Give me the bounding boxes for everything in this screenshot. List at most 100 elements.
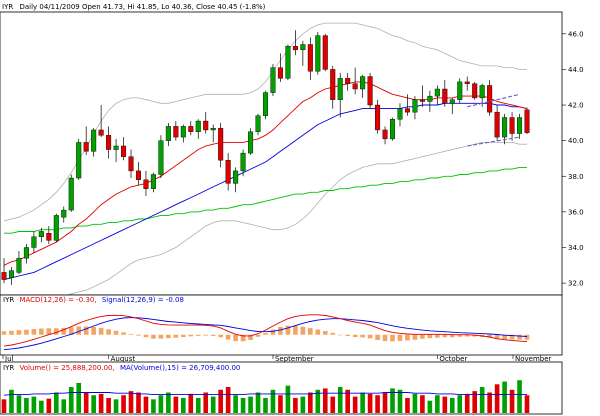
volume-bar: [487, 392, 492, 413]
volume-bar: [158, 395, 164, 413]
candle-body: [150, 174, 156, 189]
candle: [494, 105, 500, 141]
macd-hist-bar: [322, 331, 328, 335]
macd-hist-bar: [509, 334, 515, 340]
volume-bar: [293, 397, 298, 413]
macd-hist-bar: [255, 334, 261, 337]
candle-body: [434, 88, 440, 97]
macd-hist-bar: [285, 325, 291, 335]
candle: [233, 167, 239, 193]
candle: [292, 30, 298, 56]
candle-body: [292, 46, 298, 51]
macd-hist-bar: [113, 330, 119, 335]
volume-bar: [83, 392, 89, 413]
macd-hist-bar: [345, 334, 351, 337]
signal-line: [3, 317, 528, 351]
volume-ma: [3, 392, 527, 396]
macd-hist-bar: [16, 330, 22, 335]
macd-hist-bar: [91, 326, 96, 335]
candle: [113, 138, 119, 163]
volume-ma-line: [3, 392, 527, 396]
candle-body: [188, 126, 194, 132]
price-y-axis: 32.0 34.0 36.0 38.0 40.0 42.0 44.0 46.0: [562, 30, 584, 288]
candle: [404, 94, 410, 116]
volume-bar: [31, 396, 37, 413]
candle-body: [233, 170, 239, 184]
candle-body: [113, 145, 119, 150]
candle: [449, 97, 455, 114]
candle-body: [8, 270, 14, 278]
candle-body: [68, 177, 74, 211]
volume-bar: [263, 397, 268, 413]
candle-body: [472, 83, 478, 99]
candle-body: [337, 78, 343, 100]
macd-hist-bar: [270, 329, 276, 335]
candle: [307, 37, 313, 81]
candle: [135, 162, 142, 186]
volume-legend-ma: MA(Volume(),15) = 26,709,400.00: [120, 364, 240, 372]
macd-hist-bar: [203, 334, 209, 336]
volume-bar: [61, 399, 67, 413]
volume-bar: [225, 387, 231, 413]
candle-body: [389, 119, 396, 140]
price-y-tick-label: 40.0: [568, 137, 584, 145]
macd-hist-bar: [382, 334, 388, 342]
candle-body: [135, 170, 142, 181]
volume-bar: [121, 395, 126, 413]
candle: [412, 96, 418, 120]
price-y-tick-label: 38.0: [568, 173, 584, 181]
candle: [517, 113, 523, 139]
ma-mid-line: [3, 102, 528, 280]
candle: [76, 138, 82, 180]
candle: [270, 64, 276, 97]
candle-body: [487, 85, 493, 113]
volume-bar: [330, 396, 336, 413]
date-tick-label: Jul: [4, 355, 14, 363]
macd-hist-bar: [449, 334, 455, 338]
macd-hist-bar: [397, 334, 403, 341]
volume-bar: [195, 397, 201, 413]
candle-body: [524, 109, 530, 133]
macd-hist-bar: [405, 334, 410, 341]
volume-bars: [1, 380, 530, 413]
candle: [472, 81, 478, 100]
candle: [158, 135, 164, 179]
macd-hist-bar: [502, 334, 507, 340]
candle: [23, 243, 29, 264]
candle-body: [360, 76, 366, 90]
candle-body: [307, 44, 313, 72]
macd-hist-bar: [375, 334, 380, 340]
macd-hist-bar: [180, 334, 186, 337]
candle: [262, 90, 269, 120]
volume-bar: [128, 391, 134, 413]
candle-body: [517, 117, 523, 134]
macd-legend: IYR MACD(12,26) = -0.30, Signal(12,26,9)…: [3, 296, 184, 304]
macd-hist-bar: [151, 334, 156, 339]
candle-body: [315, 35, 321, 72]
macd-hist-bar: [24, 329, 29, 335]
volume-bar: [360, 392, 365, 413]
volume-legend-vol: Volume() = 25,888,200.00,: [19, 364, 114, 372]
candle-body: [210, 127, 216, 131]
candle-body: [419, 99, 425, 102]
candle-body: [509, 117, 515, 134]
volume-bar: [46, 398, 52, 413]
macd-hist-bar: [494, 334, 500, 340]
candle-body: [442, 88, 448, 104]
candle: [524, 107, 530, 135]
candle: [8, 267, 14, 285]
macd-hist-bar: [195, 334, 201, 336]
volume-bar: [143, 396, 149, 413]
candle-body: [1, 272, 7, 280]
chart-header: IYR Daily 04/11/2009 Open 41.73, Hi 41.8…: [2, 3, 266, 11]
candle-body: [173, 126, 179, 138]
header-info: Daily 04/11/2009 Open 41.73, Hi 41.85, L…: [19, 3, 265, 11]
candle-body: [449, 99, 455, 104]
candle: [31, 231, 37, 253]
candle-body: [404, 108, 410, 113]
candle-body: [375, 104, 381, 131]
macd-hist-bar: [136, 334, 141, 336]
volume-bar: [151, 399, 156, 413]
volume-bar: [472, 391, 478, 413]
candle-body: [61, 209, 67, 218]
